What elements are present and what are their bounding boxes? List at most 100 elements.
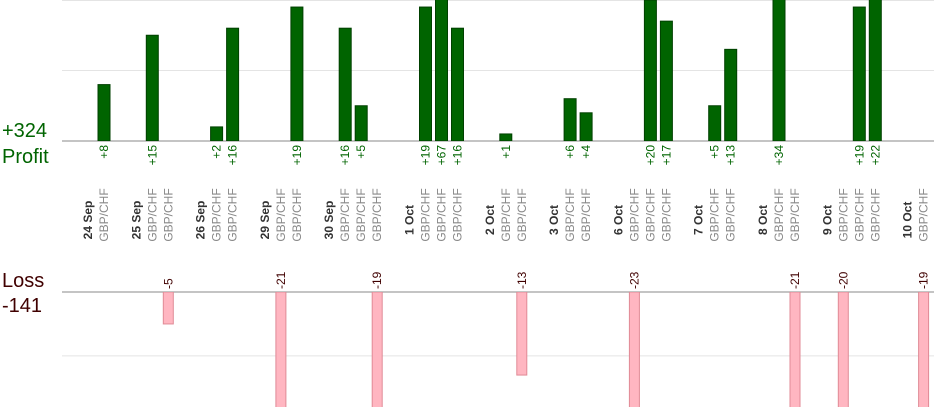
pair-label: GBP/CHF [579, 188, 593, 241]
pair-label: GBP/CHF [499, 188, 513, 241]
value-label: -21 [788, 271, 802, 289]
pair-label: GBP/CHF [210, 188, 224, 241]
value-label: +17 [659, 145, 673, 166]
profit-bar [724, 48, 738, 141]
value-label: +5 [708, 145, 722, 159]
date-label: 24 Sep [81, 201, 95, 240]
pair-label: GBP/CHF [338, 188, 352, 241]
pair-label: GBP/CHF [419, 188, 433, 241]
value-label: +16 [451, 145, 465, 166]
value-label: +2 [210, 145, 224, 159]
date-label: 3 Oct [547, 205, 561, 235]
pair-label: GBP/CHF [852, 188, 866, 241]
value-label: +4 [579, 145, 593, 159]
value-label: +1 [499, 145, 513, 159]
value-label: +19 [419, 145, 433, 166]
pair-label: GBP/CHF [917, 188, 931, 241]
profit-bar [290, 6, 304, 141]
value-label: +67 [435, 145, 449, 166]
loss-bar [837, 292, 849, 407]
profit-label: Profit [2, 146, 49, 168]
value-label: +5 [354, 145, 368, 159]
pair-label: GBP/CHF [563, 188, 577, 241]
value-label: +8 [97, 145, 111, 159]
pair-label: GBP/CHF [354, 188, 368, 241]
pair-label: GBP/CHF [724, 188, 738, 241]
pair-label: GBP/CHF [97, 188, 111, 241]
profit-bar [226, 27, 240, 141]
loss-bar [162, 292, 174, 325]
pair-label: GBP/CHF [226, 188, 240, 241]
value-label: -21 [274, 271, 288, 289]
loss-bar [371, 292, 383, 407]
value-label: +34 [772, 145, 786, 166]
profit-bar [643, 0, 657, 141]
date-label: 10 Oct [901, 202, 915, 239]
pair-label: GBP/CHF [836, 188, 850, 241]
pair-label: GBP/CHF [643, 188, 657, 241]
value-label: -23 [627, 271, 641, 289]
date-label: 29 Sep [258, 201, 272, 240]
profit-bar [499, 133, 513, 141]
value-label: +15 [145, 145, 159, 166]
profit-bar [708, 105, 722, 141]
loss-bar [789, 292, 801, 407]
value-label: +16 [338, 145, 352, 166]
value-label: +6 [563, 145, 577, 159]
value-label: +19 [290, 145, 304, 166]
profit-bar [451, 27, 464, 141]
profit-total: +324 [2, 120, 47, 142]
date-label: 30 Sep [322, 201, 336, 240]
date-label: 7 Oct [692, 205, 706, 235]
loss-total: -141 [2, 295, 42, 317]
value-label: +20 [643, 145, 657, 166]
pair-label: GBP/CHF [145, 188, 159, 241]
value-label: -13 [515, 271, 529, 289]
profit-bar [145, 34, 159, 141]
value-label: +19 [852, 145, 866, 166]
profit-bar [659, 20, 673, 141]
loss-bar [918, 292, 930, 407]
pair-label: GBP/CHF [435, 188, 449, 241]
loss-label: Loss [2, 270, 44, 292]
date-label: 9 Oct [820, 205, 834, 235]
value-label: +13 [724, 145, 738, 166]
pair-label: GBP/CHF [161, 188, 175, 241]
value-label: -5 [161, 278, 175, 289]
profit-bar [852, 6, 866, 141]
date-label: 6 Oct [611, 205, 625, 235]
profit-bar [419, 6, 432, 141]
pair-label: GBP/CHF [788, 188, 802, 241]
profit-bar [868, 0, 882, 141]
pair-label: GBP/CHF [290, 188, 304, 241]
value-label: -19 [917, 271, 931, 289]
pair-label: GBP/CHF [274, 188, 288, 241]
profit-bar [338, 27, 352, 141]
pair-label: GBP/CHF [370, 188, 384, 241]
profit-bar [97, 84, 111, 141]
pair-label: GBP/CHF [659, 188, 673, 241]
loss-bar [628, 292, 640, 407]
pair-label: GBP/CHF [627, 188, 641, 241]
pair-label: GBP/CHF [772, 188, 786, 241]
loss-bar [516, 292, 528, 376]
profit-bar [579, 112, 593, 141]
date-label: 25 Sep [129, 201, 143, 240]
profit-bar [435, 0, 448, 141]
date-label: 8 Oct [756, 205, 770, 235]
profit-bar [210, 126, 224, 141]
profit-bar [772, 0, 786, 141]
date-label: 2 Oct [483, 205, 497, 235]
loss-bar [275, 292, 287, 407]
date-label: 26 Sep [194, 201, 208, 240]
value-label: +22 [868, 145, 882, 166]
value-label: -20 [836, 271, 850, 289]
pair-label: GBP/CHF [868, 188, 882, 241]
pair-label: GBP/CHF [515, 188, 529, 241]
profit-bar [354, 105, 368, 141]
pair-label: GBP/CHF [708, 188, 722, 241]
profit-bar [563, 98, 577, 141]
pair-label: GBP/CHF [451, 188, 465, 241]
date-label: 1 Oct [403, 205, 417, 235]
